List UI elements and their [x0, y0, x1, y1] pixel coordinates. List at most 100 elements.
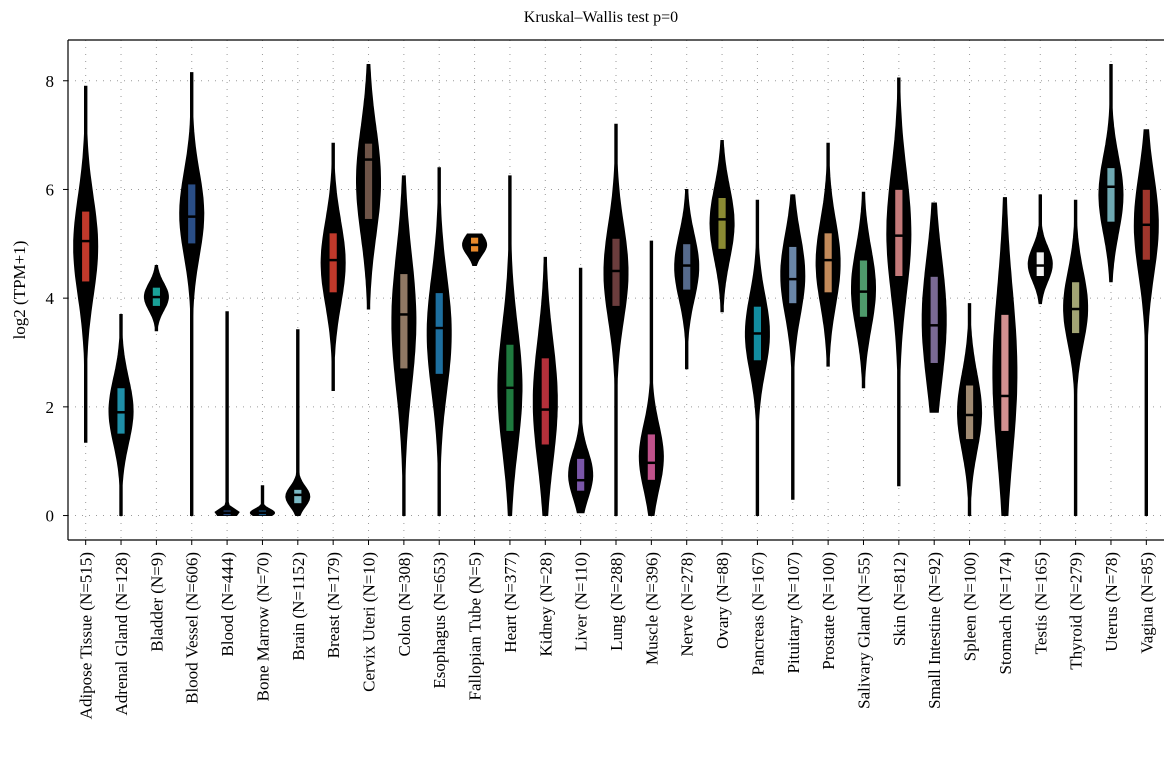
iqr-box	[1036, 252, 1044, 276]
violin-group	[144, 266, 168, 331]
violin-group	[852, 192, 876, 388]
x-tick-label: Colon (N=308)	[395, 552, 414, 657]
x-tick-label: Muscle (N=396)	[642, 552, 661, 665]
x-tick-label: Brain (N=1152)	[289, 552, 308, 661]
violin-group	[604, 124, 628, 515]
y-tick-label: 8	[46, 72, 55, 91]
violin-group	[1028, 195, 1052, 304]
x-tick-label: Small Intestine (N=92)	[925, 552, 944, 709]
iqr-box	[541, 358, 549, 445]
iqr-box	[435, 293, 443, 375]
violin-group	[321, 143, 345, 390]
x-tick-label: Ovary (N=88)	[713, 552, 732, 649]
violin-group	[958, 304, 982, 516]
x-tick-label: Kidney (N=28)	[536, 552, 555, 656]
x-tick-label: Pancreas (N=167)	[748, 552, 767, 675]
x-tick-label: Adrenal Gland (N=128)	[112, 552, 131, 715]
iqr-box	[718, 198, 726, 250]
violin-group	[781, 195, 805, 499]
violin-group	[887, 78, 911, 486]
x-tick-label: Prostate (N=100)	[819, 552, 838, 670]
x-tick-label: Fallopian Tube (N=5)	[466, 552, 485, 700]
y-tick-label: 2	[46, 398, 55, 417]
violin-group	[745, 200, 769, 515]
violin-group	[675, 190, 699, 369]
y-tick-label: 4	[46, 289, 55, 308]
iqr-box	[188, 184, 196, 244]
iqr-box	[789, 247, 797, 304]
violin-group	[1099, 65, 1123, 282]
y-tick-label: 0	[46, 507, 55, 526]
violin-group	[357, 65, 381, 310]
violin-group	[816, 143, 840, 366]
x-tick-label: Blood Vessel (N=606)	[183, 552, 202, 704]
x-tick-label: Cervix Uteri (N=10)	[360, 552, 379, 692]
x-tick-label: Vagina (N=85)	[1137, 552, 1156, 654]
iqr-box	[577, 458, 585, 491]
x-tick-label: Testis (N=165)	[1031, 552, 1050, 654]
x-tick-label: Blood (N=444)	[218, 552, 237, 657]
x-tick-label: Adipose Tissue (N=515)	[77, 552, 96, 719]
violin-group	[74, 86, 98, 442]
violin-shape	[1064, 200, 1088, 515]
iqr-box	[683, 244, 691, 290]
x-tick-label: Breast (N=179)	[324, 552, 343, 658]
x-tick-label: Lung (N=288)	[607, 552, 626, 651]
y-tick-label: 6	[46, 180, 55, 199]
iqr-box	[895, 189, 903, 276]
violin-shape	[781, 195, 805, 499]
x-tick-label: Thyroid (N=279)	[1067, 552, 1086, 670]
violin-group	[533, 257, 557, 515]
iqr-box	[82, 211, 90, 282]
x-tick-label: Spleen (N=100)	[961, 552, 980, 661]
x-tick-label: Salivary Gland (N=55)	[855, 552, 874, 709]
iqr-box	[612, 238, 620, 306]
violin-layer	[74, 65, 1159, 516]
x-tick-label: Stomach (N=174)	[996, 552, 1015, 674]
y-axis-label: log2 (TPM+1)	[10, 241, 29, 340]
violin-group	[427, 168, 451, 516]
iqr-box	[1072, 282, 1080, 334]
x-tick-label: Bone Marrow (N=70)	[254, 552, 273, 701]
violin-group	[463, 234, 487, 266]
violin-group	[180, 73, 204, 516]
violin-group	[250, 486, 274, 516]
violin-shape	[1028, 195, 1052, 304]
violin-group	[215, 312, 239, 516]
x-tick-label: Pituitary (N=107)	[784, 552, 803, 674]
iqr-box	[1001, 314, 1009, 431]
iqr-box	[294, 489, 302, 503]
violin-shape	[286, 330, 310, 516]
violin-shape	[1134, 130, 1158, 516]
violin-group	[710, 141, 734, 312]
iqr-box	[824, 233, 832, 293]
violin-group	[639, 241, 663, 515]
iqr-box	[117, 388, 125, 434]
x-tick-label: Uterus (N=78)	[1102, 552, 1121, 652]
violin-group	[392, 176, 416, 516]
violin-shape	[180, 73, 204, 516]
violin-group	[286, 330, 310, 516]
violin-shape	[604, 124, 628, 515]
violin-shape	[887, 78, 911, 486]
x-tick-label: Skin (N=812)	[890, 552, 909, 646]
violin-group	[1134, 130, 1158, 516]
x-tick-label: Nerve (N=278)	[678, 552, 697, 656]
iqr-box	[1107, 168, 1115, 222]
iqr-box	[329, 233, 337, 293]
violin-group	[1064, 200, 1088, 515]
violin-group	[569, 268, 593, 513]
violin-group	[993, 198, 1017, 516]
iqr-box	[647, 434, 655, 480]
violin-shape	[215, 312, 239, 516]
iqr-box	[930, 276, 938, 363]
x-tick-label: Liver (N=110)	[572, 552, 591, 651]
x-tick-label: Bladder (N=9)	[147, 552, 166, 652]
violin-group	[109, 315, 133, 516]
iqr-box	[365, 143, 373, 219]
iqr-box	[400, 274, 408, 369]
iqr-box	[859, 260, 867, 317]
violin-group	[498, 176, 522, 516]
